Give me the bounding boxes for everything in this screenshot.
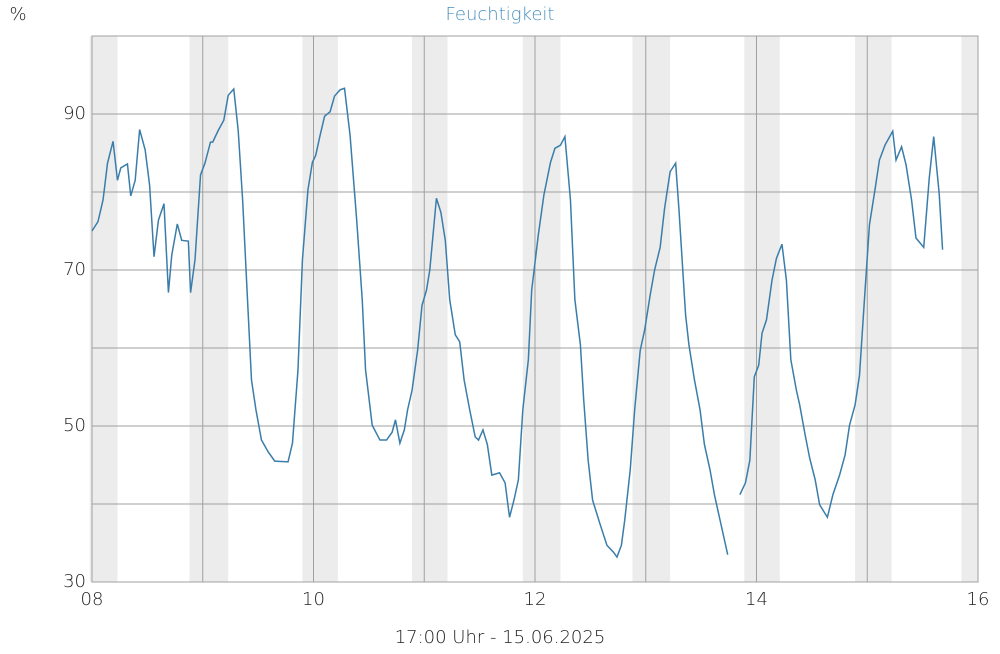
- y-unit: %: [9, 4, 26, 25]
- night-band: [744, 36, 780, 582]
- night-band: [961, 36, 978, 582]
- x-axis-label: 17:00 Uhr - 15.06.2025: [395, 627, 606, 648]
- x-tick-label: 08: [81, 589, 104, 610]
- y-tick-label: 50: [63, 415, 86, 436]
- data-line: [91, 87, 944, 559]
- plot-border: [91, 35, 979, 583]
- x-tick-label: 14: [745, 589, 768, 610]
- y-tick-label: 70: [63, 259, 86, 280]
- night-band: [189, 36, 229, 582]
- night-band: [632, 36, 671, 582]
- night-band: [522, 36, 561, 582]
- night-band: [412, 36, 448, 582]
- y-tick-label: 90: [63, 103, 86, 124]
- x-tick-label: 10: [302, 589, 325, 610]
- x-tick-label: 12: [524, 589, 547, 610]
- night-band: [302, 36, 338, 582]
- night-band: [855, 36, 892, 582]
- chart-title: Feuchtigkeit: [446, 4, 555, 25]
- night-band: [89, 36, 118, 582]
- y-tick-label: 30: [63, 571, 86, 592]
- x-tick-label: 16: [967, 589, 990, 610]
